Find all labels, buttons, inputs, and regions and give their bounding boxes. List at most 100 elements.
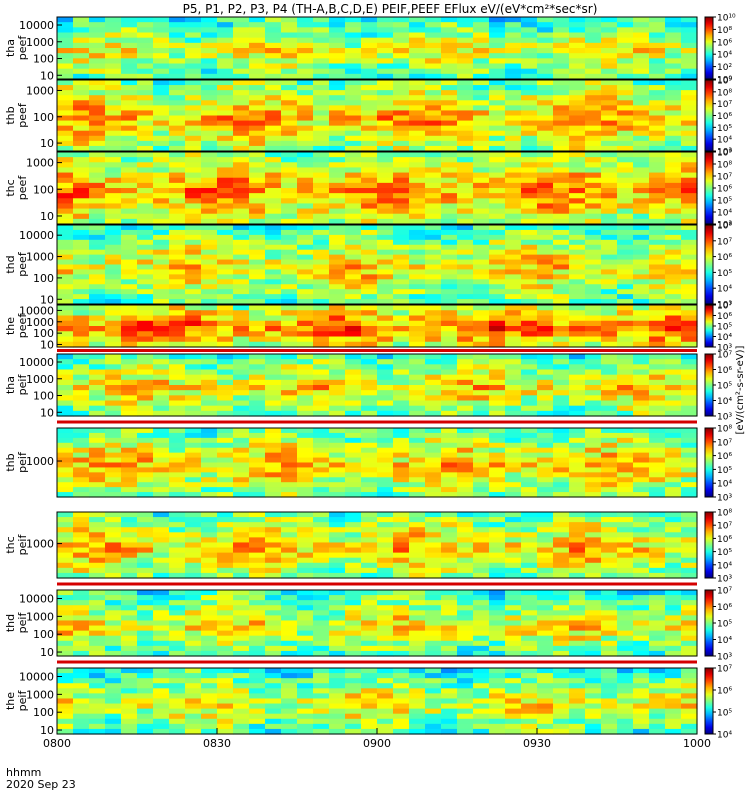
spectrogram-cell — [601, 130, 618, 137]
spectrogram-cell — [665, 115, 682, 122]
spectrogram-cell — [553, 42, 570, 49]
spectrogram-cell — [649, 600, 666, 606]
spectrogram-cell — [473, 336, 490, 343]
spectrogram-cell — [553, 269, 570, 275]
spectrogram-cell — [329, 167, 346, 174]
spectrogram-cell — [521, 542, 538, 549]
spectrogram-cell — [137, 610, 154, 616]
spectrogram-cell — [457, 605, 474, 611]
spectrogram-cell — [377, 213, 394, 220]
spectrogram-cell — [553, 145, 570, 152]
spectrogram-cell — [585, 341, 602, 348]
spectrogram-cell — [281, 244, 298, 251]
spectrogram-cell — [217, 198, 234, 205]
spectrogram-cell — [361, 557, 378, 564]
spectrogram-cell — [665, 537, 682, 544]
spectrogram-cell — [441, 326, 458, 332]
spectrogram-cell — [457, 299, 474, 305]
spectrogram-cell — [217, 517, 234, 523]
spectrogram-cell — [585, 492, 602, 498]
spectrogram-cell — [345, 336, 362, 343]
spectrogram-cell — [73, 42, 90, 49]
spectrogram-cell — [649, 32, 666, 39]
spectrogram-cell — [681, 512, 698, 518]
spectrogram-cell — [153, 289, 170, 295]
spectrogram-cell — [457, 73, 474, 80]
spectrogram-cell — [521, 572, 538, 579]
spectrogram-cell — [201, 167, 218, 174]
spectrogram-cell — [457, 105, 474, 112]
spectrogram-cell — [313, 218, 330, 225]
spectrogram-cell — [553, 341, 570, 348]
spectrogram-cell — [249, 385, 266, 391]
spectrogram-cell — [233, 269, 250, 275]
spectrogram-cell — [665, 125, 682, 132]
spectrogram-cell — [233, 125, 250, 132]
spectrogram-cell — [217, 557, 234, 564]
spectrogram-cell — [425, 512, 442, 518]
spectrogram-cell — [57, 341, 74, 348]
spectrogram-cell — [489, 645, 506, 652]
spectrogram-cell — [361, 610, 378, 616]
spectrogram-cell — [345, 562, 362, 569]
spectrogram-cell — [281, 374, 298, 381]
spectrogram-cell — [329, 457, 346, 464]
spectrogram-cell — [553, 254, 570, 261]
spectrogram-cell — [553, 512, 570, 518]
spectrogram-cell — [521, 225, 538, 231]
spectrogram-cell — [393, 625, 410, 632]
spectrogram-cell — [153, 213, 170, 220]
spectrogram-cell — [473, 305, 490, 311]
spectrogram-cell — [633, 225, 650, 231]
spectrogram-cell — [313, 299, 330, 305]
spectrogram-cell — [297, 320, 314, 327]
spectrogram-cell — [457, 177, 474, 184]
spectrogram-cell — [457, 620, 474, 627]
spectrogram-cell — [137, 63, 154, 70]
spectrogram-cell — [185, 274, 202, 280]
spectrogram-cell — [521, 610, 538, 616]
spectrogram-cell — [281, 208, 298, 215]
spectrogram-cell — [185, 400, 202, 407]
spectrogram-cell — [425, 625, 442, 632]
spectrogram-cell — [153, 400, 170, 407]
spectrogram-cell — [553, 229, 570, 236]
spectrogram-cell — [649, 305, 666, 311]
spectrogram-cell — [505, 177, 522, 184]
spectrogram-cell — [633, 369, 650, 376]
spectrogram-cell — [73, 527, 90, 533]
spectrogram-cell — [633, 447, 650, 454]
spectrogram-cell — [553, 32, 570, 39]
spectrogram-cell — [169, 557, 186, 564]
spectrogram-cell — [537, 284, 554, 290]
spectrogram-cell — [57, 567, 74, 574]
spectrogram-cell — [265, 467, 282, 473]
spectrogram-cell — [681, 279, 698, 285]
panel-label-product: peef — [16, 313, 29, 339]
spectrogram-cell — [393, 157, 410, 163]
spectrogram-cell — [345, 457, 362, 464]
spectrogram-cell — [633, 125, 650, 132]
spectrogram-cell — [201, 457, 218, 464]
spectrogram-cell — [73, 728, 90, 735]
spectrogram-cell — [585, 336, 602, 343]
spectrogram-cell — [201, 557, 218, 564]
spectrogram-cell — [425, 177, 442, 184]
spectrogram-cell — [329, 374, 346, 381]
spectrogram-cell — [249, 305, 266, 311]
panel-label-probe: tha — [4, 376, 17, 394]
spectrogram-cell — [105, 229, 122, 236]
spectrogram-cell — [537, 326, 554, 332]
spectrogram-cell — [57, 85, 74, 91]
spectrogram-cell — [457, 512, 474, 518]
spectrogram-cell — [377, 620, 394, 627]
spectrogram-cell — [201, 100, 218, 106]
spectrogram-cell — [73, 48, 90, 54]
spectrogram-cell — [281, 140, 298, 147]
spectrogram-cell — [521, 557, 538, 564]
spectrogram-cell — [553, 27, 570, 34]
spectrogram-cell — [441, 279, 458, 285]
spectrogram-cell — [201, 428, 218, 434]
spectrogram-cell — [121, 336, 138, 343]
